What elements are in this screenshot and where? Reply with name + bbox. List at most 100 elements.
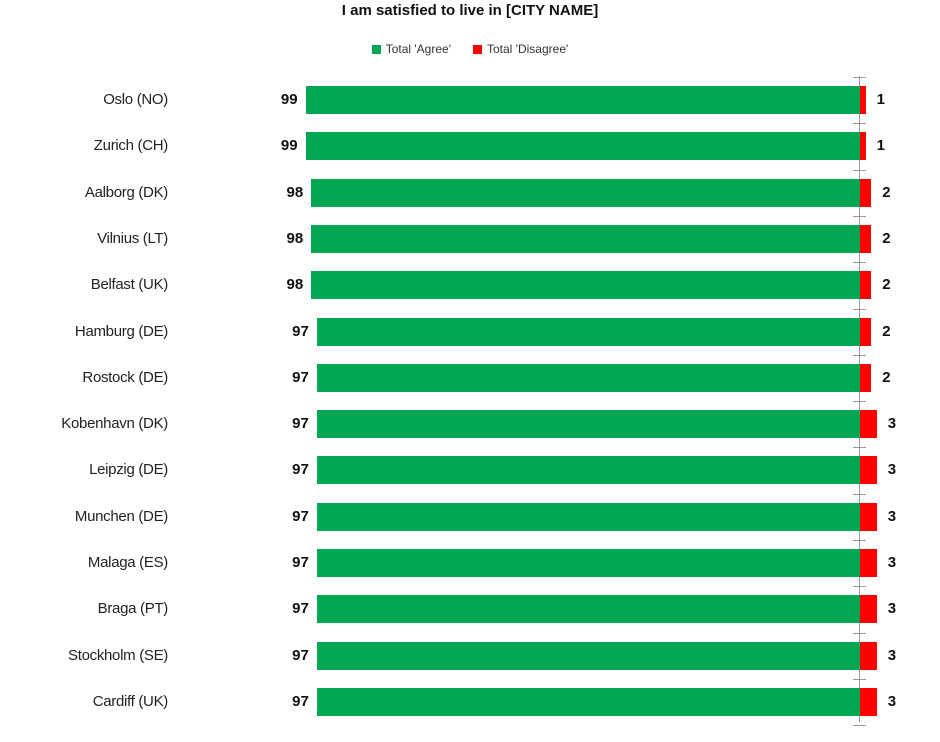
axis-tick <box>853 678 866 680</box>
legend-label-agree: Total 'Agree' <box>385 42 451 56</box>
disagree-value-label: 3 <box>887 646 897 664</box>
agree-value-label: 97 <box>292 600 309 618</box>
disagree-value-label: 2 <box>882 183 891 201</box>
bar-disagree <box>860 502 877 531</box>
bar-disagree <box>860 595 877 624</box>
bar-agree <box>316 363 860 392</box>
bar-agree <box>311 178 860 207</box>
agree-value-label: 97 <box>292 415 309 433</box>
bar-disagree <box>860 224 872 253</box>
bar-row: Cardiff (UK) 97 3 <box>0 687 940 734</box>
category-label: Malaga (ES) <box>87 554 168 571</box>
legend-item-agree: Total 'Agree' <box>371 42 451 56</box>
disagree-value-label: 3 <box>887 692 897 710</box>
bar-disagree <box>860 132 866 161</box>
bar-disagree <box>860 641 877 670</box>
agree-value-label: 97 <box>292 692 309 710</box>
bar-agree <box>316 641 860 670</box>
agree-value-label: 97 <box>292 507 309 525</box>
bar-disagree <box>860 271 872 300</box>
axis-tick <box>853 493 866 495</box>
category-label: Munchen (DE) <box>74 507 168 525</box>
disagree-value-label: 3 <box>887 554 897 571</box>
category-label: Leipzig (DE) <box>89 461 168 479</box>
disagree-value-label: 1 <box>876 91 885 108</box>
bar-row: Malaga (ES) 97 3 <box>0 549 940 595</box>
bar-agree <box>316 502 860 531</box>
bar-row: Rostock (DE) 97 2 <box>0 363 940 410</box>
bar-disagree <box>860 86 866 114</box>
category-label: Aalborg (DK) <box>84 183 168 201</box>
bar-disagree <box>860 456 877 485</box>
bar-row: Leipzig (DE) 97 3 <box>0 456 940 502</box>
disagree-value-label: 3 <box>887 600 897 618</box>
agree-value-label: 98 <box>286 229 304 247</box>
category-label: Cardiff (UK) <box>92 692 169 710</box>
bar-disagree <box>860 317 872 346</box>
bar-agree <box>316 456 860 485</box>
chart-legend: Total 'Agree' Total 'Disagree' <box>0 42 940 56</box>
axis-tick <box>853 632 866 634</box>
axis-tick <box>853 447 866 449</box>
category-label: Zurich (CH) <box>93 137 169 155</box>
axis-tick <box>853 401 866 403</box>
category-label: Hamburg (DE) <box>74 322 168 340</box>
agree-value-label: 97 <box>292 646 309 664</box>
bar-row: Oslo (NO) 99 1 <box>0 86 940 132</box>
category-label: Rostock (DE) <box>82 368 168 386</box>
disagree-value-label: 3 <box>887 415 897 433</box>
agree-value-label: 99 <box>280 137 298 155</box>
disagree-value-label: 1 <box>876 137 885 155</box>
bar-row: Aalborg (DK) 98 2 <box>0 178 940 225</box>
category-label: Stockholm (SE) <box>68 646 168 664</box>
zero-axis-line <box>859 76 860 722</box>
axis-tick <box>853 354 866 356</box>
bar-row: Zurich (CH) 99 1 <box>0 132 940 178</box>
disagree-value-label: 2 <box>882 322 891 340</box>
bar-agree <box>316 317 860 346</box>
disagree-value-label: 2 <box>882 276 891 294</box>
bar-agree <box>311 224 860 253</box>
disagree-value-label: 2 <box>882 368 891 386</box>
bar-row: Munchen (DE) 97 3 <box>0 502 940 549</box>
bar-agree <box>311 271 860 300</box>
agree-value-label: 99 <box>280 91 298 108</box>
category-label: Braga (PT) <box>97 600 169 618</box>
axis-tick <box>853 123 866 125</box>
category-label: Belfast (UK) <box>90 276 169 294</box>
axis-tick <box>853 77 866 78</box>
disagree-value-label: 2 <box>882 229 891 247</box>
agree-value-label: 97 <box>292 322 309 340</box>
bar-row: Kobenhavn (DK) 97 3 <box>0 410 940 456</box>
bar-agree <box>316 687 860 716</box>
axis-tick <box>853 308 866 310</box>
bar-agree <box>316 410 860 439</box>
bar-row: Hamburg (DE) 97 2 <box>0 317 940 364</box>
chart-title: I am satisfied to live in [CITY NAME] <box>341 2 599 19</box>
legend-swatch-disagree <box>473 44 482 54</box>
axis-tick <box>853 540 866 541</box>
bar-row: Vilnius (LT) 98 2 <box>0 224 940 271</box>
bar-agree <box>305 132 860 161</box>
disagree-value-label: 3 <box>887 507 897 525</box>
bar-disagree <box>860 549 877 577</box>
agree-value-label: 97 <box>292 461 309 479</box>
bar-agree <box>305 86 860 114</box>
bar-agree <box>316 549 860 577</box>
category-label: Kobenhavn (DK) <box>61 415 168 433</box>
bar-row: Stockholm (SE) 97 3 <box>0 641 940 688</box>
axis-tick <box>853 262 866 264</box>
legend-label-disagree: Total 'Disagree' <box>487 42 569 56</box>
axis-tick <box>853 725 866 727</box>
disagree-value-label: 3 <box>887 461 897 479</box>
bar-disagree <box>860 178 872 207</box>
legend-swatch-agree <box>371 44 381 54</box>
bar-row: Belfast (UK) 98 2 <box>0 271 940 317</box>
bar-disagree <box>860 410 877 439</box>
agree-value-label: 97 <box>292 554 309 571</box>
agree-value-label: 98 <box>286 276 304 294</box>
category-label: Oslo (NO) <box>103 91 168 108</box>
bar-disagree <box>860 687 877 716</box>
legend-item-disagree: Total 'Disagree' <box>473 42 568 56</box>
bar-agree <box>316 595 860 624</box>
